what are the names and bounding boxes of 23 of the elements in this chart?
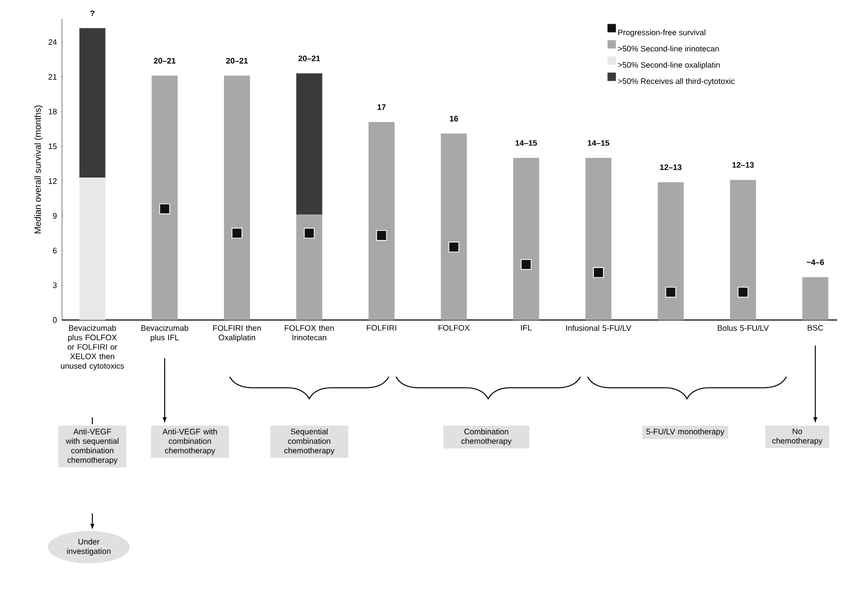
point <box>520 259 532 270</box>
bar <box>296 73 322 215</box>
bar <box>296 214 322 320</box>
bar <box>730 180 756 320</box>
bar <box>368 122 395 320</box>
bar <box>79 28 106 178</box>
point <box>738 286 748 298</box>
point <box>593 267 604 278</box>
point <box>665 286 676 298</box>
point <box>376 230 387 241</box>
y-axis-title: Median overall survival (months) <box>34 106 43 234</box>
bar <box>802 277 828 320</box>
bar <box>79 178 106 320</box>
bar <box>224 76 250 320</box>
point <box>304 228 315 239</box>
point <box>448 242 460 252</box>
bar <box>440 134 467 320</box>
bar <box>152 76 178 320</box>
bar <box>513 158 540 320</box>
point <box>159 203 170 214</box>
bar <box>658 182 684 320</box>
bar <box>585 158 612 320</box>
point <box>232 228 242 239</box>
